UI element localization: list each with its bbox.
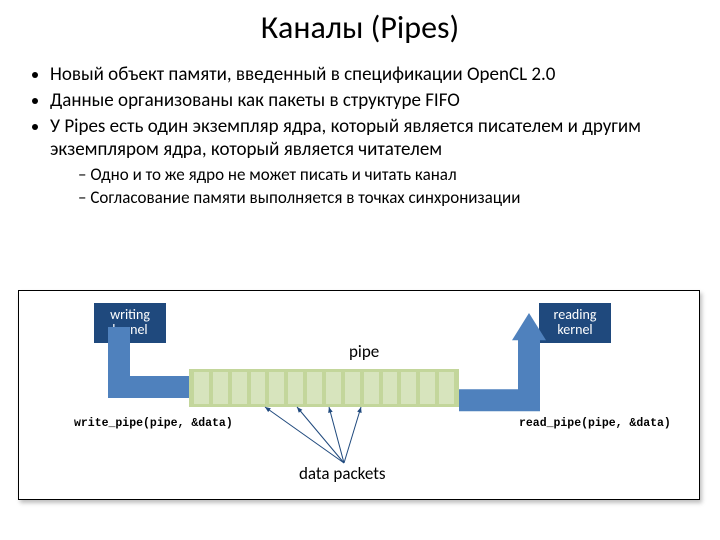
bullet-item: Данные организованы как пакеты в структу…: [50, 89, 694, 113]
bullet-text: У Pipes есть один экземпляр ядра, которы…: [50, 115, 641, 162]
pipe-diagram: writingkernel readingkernel pipe write_p…: [18, 290, 700, 500]
sub-bullet-item: Одно и то же ядро не может писать и чита…: [78, 164, 694, 185]
sub-bullet-item: Согласование памяти выполняется в точках…: [78, 187, 694, 208]
data-packets-label: data packets: [299, 463, 386, 484]
sub-bullet-list: Одно и то же ядро не может писать и чита…: [50, 164, 694, 209]
bullet-item: Новый объект памяти, введенный в специфи…: [50, 63, 694, 87]
bullet-list: Новый объект памяти, введенный в специфи…: [26, 63, 694, 209]
page-title: Каналы (Pipes): [26, 8, 694, 47]
bullet-item: У Pipes есть один экземпляр ядра, которы…: [50, 115, 694, 209]
